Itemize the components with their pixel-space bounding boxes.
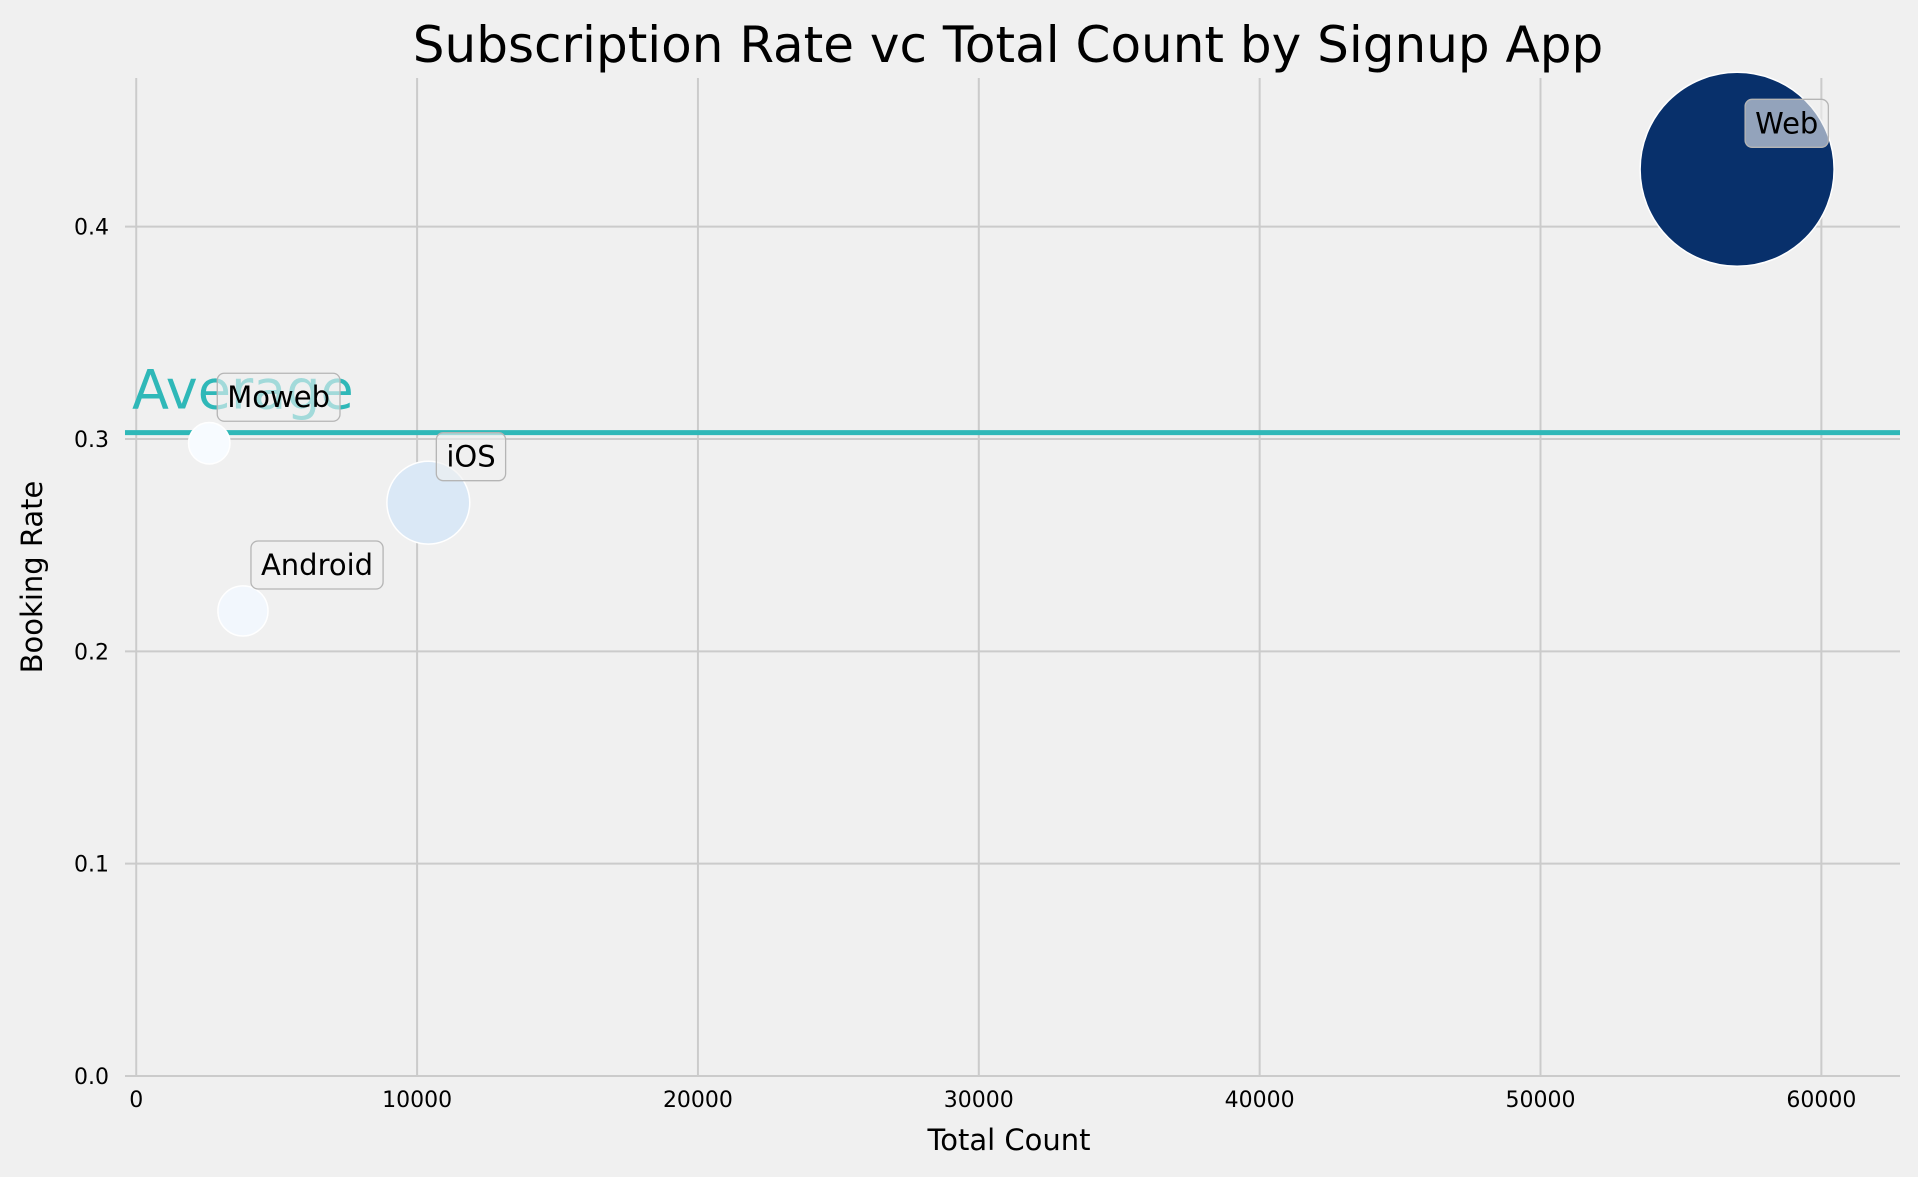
- grid: [125, 78, 1900, 1077]
- x-tick-label-1: 10000: [382, 1088, 452, 1113]
- point-ios: [386, 460, 471, 545]
- y-tick-label-1: 0.1: [74, 853, 109, 878]
- x-tick-label-6: 60000: [1786, 1088, 1856, 1113]
- y-tick-label-3: 0.3: [74, 428, 109, 453]
- annotation-box-moweb: [216, 372, 341, 422]
- annotation-android: Android: [261, 548, 373, 582]
- y-tick-label-2: 0.2: [74, 640, 109, 665]
- y-tick-label-0: 0.0: [74, 1065, 109, 1090]
- annotation-ios: iOS: [446, 440, 495, 474]
- point-moweb: [187, 421, 231, 465]
- x-tick-label-2: 20000: [663, 1088, 733, 1113]
- y-tick-label-4: 0.4: [74, 216, 109, 241]
- annotation-web: Web: [1755, 106, 1818, 140]
- point-annotations: Moweb Android iOS Web: [216, 98, 1829, 590]
- point-android: [217, 585, 269, 637]
- x-tick-label-0: 0: [129, 1088, 143, 1113]
- x-axis-label: Total Count: [926, 1123, 1090, 1157]
- y-axis-label: Booking Rate: [15, 481, 49, 674]
- chart-title: Subscription Rate vc Total Count by Sign…: [413, 16, 1603, 74]
- annotation-box-ios: [435, 432, 507, 482]
- annotation-box-web: [1744, 98, 1829, 148]
- x-tick-label-5: 50000: [1506, 1088, 1576, 1113]
- annotation-moweb: Moweb: [227, 380, 330, 414]
- annotation-box-android: [250, 540, 384, 590]
- tick-labels: 0 10000 20000 30000 40000 50000 60000 0.0 0.1 0.2…: [74, 216, 1856, 1113]
- x-tick-label-3: 30000: [944, 1088, 1014, 1113]
- x-tick-label-4: 40000: [1225, 1088, 1295, 1113]
